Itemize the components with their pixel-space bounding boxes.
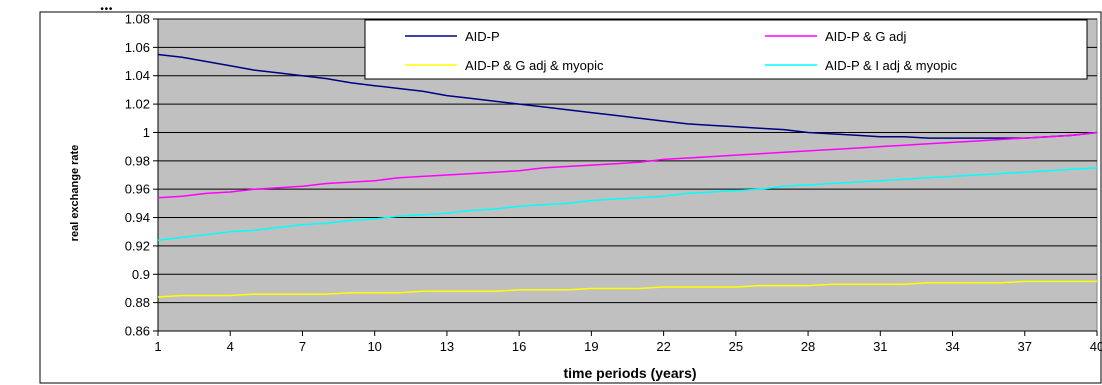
y-tick-label: 1.02	[125, 97, 150, 112]
x-tick-label: 16	[512, 339, 526, 354]
legend-label: AID-P & G adj	[825, 29, 907, 44]
x-tick-label: 19	[584, 339, 598, 354]
y-axis-title: real exchange rate	[69, 145, 81, 242]
y-tick-label: 0.92	[125, 238, 150, 253]
legend-box	[364, 19, 1088, 80]
y-tick-label: 0.9	[132, 267, 150, 282]
y-tick-label: 1.08	[125, 12, 150, 27]
y-axis-ticks: 1.08 1.06 1.04 1.02 1 0.98 0.96 0.94 0.92 0.9 0.88…	[125, 12, 158, 339]
y-tick-label: 0.94	[125, 210, 150, 225]
x-tick-label: 22	[656, 339, 670, 354]
y-tick-label: 0.86	[125, 324, 150, 339]
x-tick-label: 40	[1090, 339, 1102, 354]
series-line-1	[157, 53, 1098, 139]
x-tick-label: 34	[945, 339, 959, 354]
legend-label: AID-P & G adj & myopic	[465, 58, 604, 73]
y-tick-label: 1.06	[125, 40, 150, 55]
clipped-heading-fragment: ...	[100, 0, 113, 14]
x-tick-label: 1	[154, 339, 161, 354]
y-tick-label: 0.88	[125, 295, 150, 310]
legend: AID-P AID-P & G adj AID-P & G adj & myopic…	[364, 19, 1088, 80]
y-tick-label: 1.04	[125, 68, 150, 83]
x-tick-label: 28	[801, 339, 815, 354]
axes	[157, 19, 1097, 332]
x-tick-label: 31	[873, 339, 887, 354]
x-axis-ticks: 1 4 7 10 13 16 19 22 25 28 31 34 37 40	[154, 331, 1102, 354]
x-tick-label: 10	[367, 339, 381, 354]
series-line-3	[157, 280, 1097, 298]
x-tick-label: 4	[227, 339, 234, 354]
x-tick-label: 37	[1018, 339, 1032, 354]
x-tick-label: 25	[729, 339, 743, 354]
series-lines	[157, 53, 1098, 298]
x-tick-label: 13	[440, 339, 454, 354]
y-tick-label: 0.98	[125, 153, 150, 168]
legend-label: AID-P	[465, 29, 500, 44]
x-tick-label: 7	[299, 339, 306, 354]
series-line-4	[157, 167, 1098, 241]
legend-label: AID-P & I adj & myopic	[825, 58, 957, 73]
series-line-2	[157, 131, 1098, 199]
y-tick-label: 1	[143, 125, 150, 140]
y-tick-label: 0.96	[125, 182, 150, 197]
x-axis-title: time periods (years)	[563, 365, 696, 381]
